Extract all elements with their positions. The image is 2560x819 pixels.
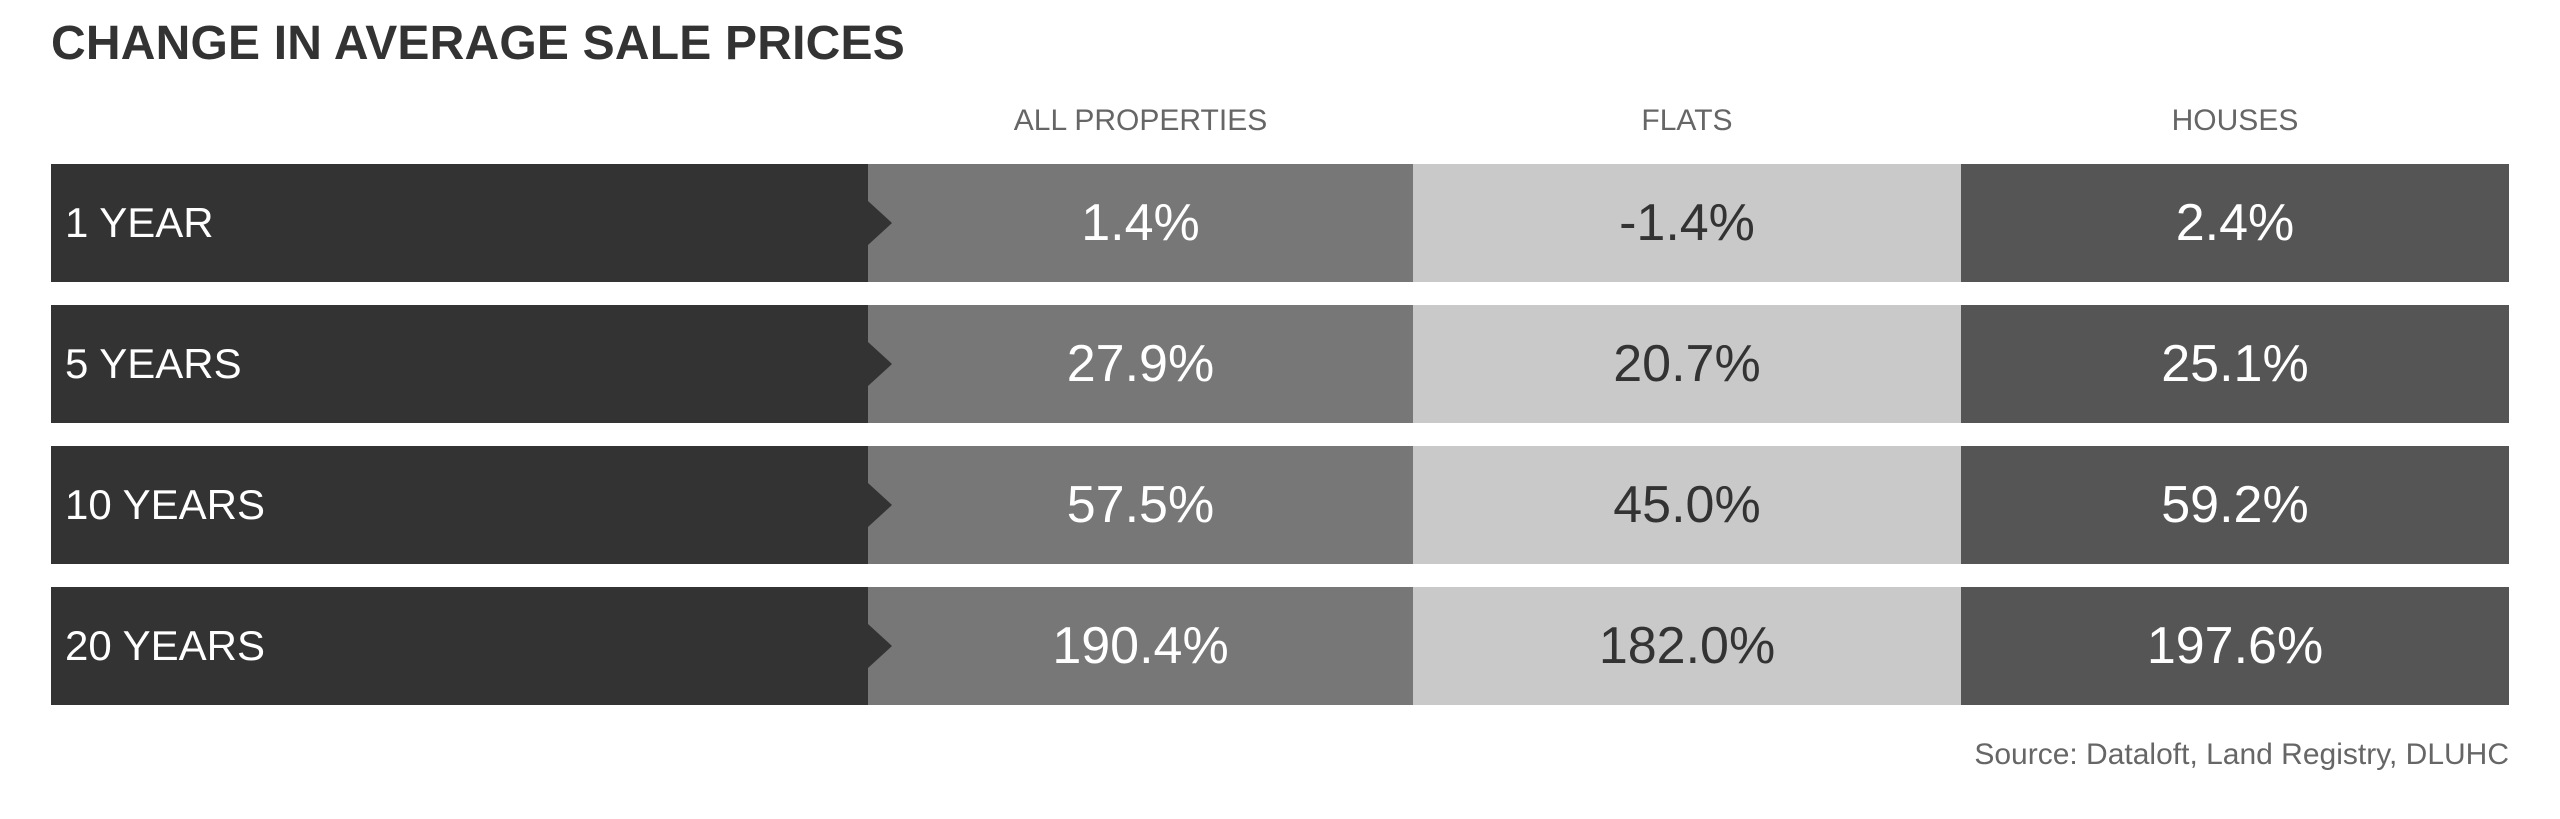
cell-flats: 45.0% <box>1413 446 1961 564</box>
row-label: 1 YEAR <box>51 164 868 282</box>
cell-houses: 197.6% <box>1961 587 2509 705</box>
cell-all-properties: 1.4% <box>868 164 1413 282</box>
table-row-1-year: 1 YEAR 1.4% -1.4% 2.4% <box>51 164 2509 282</box>
row-arrow-shape <box>868 342 892 386</box>
column-header-houses: HOUSES <box>2171 104 2299 137</box>
cell-flats: 182.0% <box>1413 587 1961 705</box>
table-row-10-years: 10 YEARS 57.5% 45.0% 59.2% <box>51 446 2509 564</box>
chart-title: CHANGE IN AVERAGE SALE PRICES <box>51 17 905 70</box>
table-body: 1 YEAR 1.4% -1.4% 2.4% 5 YEARS 27.9% 20.… <box>51 164 2509 705</box>
cell-houses: 2.4% <box>1961 164 2509 282</box>
cell-flats: 20.7% <box>1413 305 1961 423</box>
column-header-flats: FLATS <box>1641 104 1733 137</box>
cell-all-properties: 27.9% <box>868 305 1413 423</box>
cell-flats: -1.4% <box>1413 164 1961 282</box>
row-arrow-shape <box>868 201 892 245</box>
cell-houses: 25.1% <box>1961 305 2509 423</box>
row-arrow-shape <box>868 624 892 668</box>
table-row-5-years: 5 YEARS 27.9% 20.7% 25.1% <box>51 305 2509 423</box>
cell-houses: 59.2% <box>1961 446 2509 564</box>
row-label: 20 YEARS <box>51 587 868 705</box>
row-label: 5 YEARS <box>51 305 868 423</box>
row-arrow-shape <box>868 483 892 527</box>
column-headers: ALL PROPERTIES FLATS HOUSES <box>0 104 2560 144</box>
row-label: 10 YEARS <box>51 446 868 564</box>
source-note: Source: Dataloft, Land Registry, DLUHC <box>1974 738 2509 771</box>
table-row-20-years: 20 YEARS 190.4% 182.0% 197.6% <box>51 587 2509 705</box>
column-header-all-properties: ALL PROPERTIES <box>1013 104 1268 137</box>
cell-all-properties: 190.4% <box>868 587 1413 705</box>
cell-all-properties: 57.5% <box>868 446 1413 564</box>
